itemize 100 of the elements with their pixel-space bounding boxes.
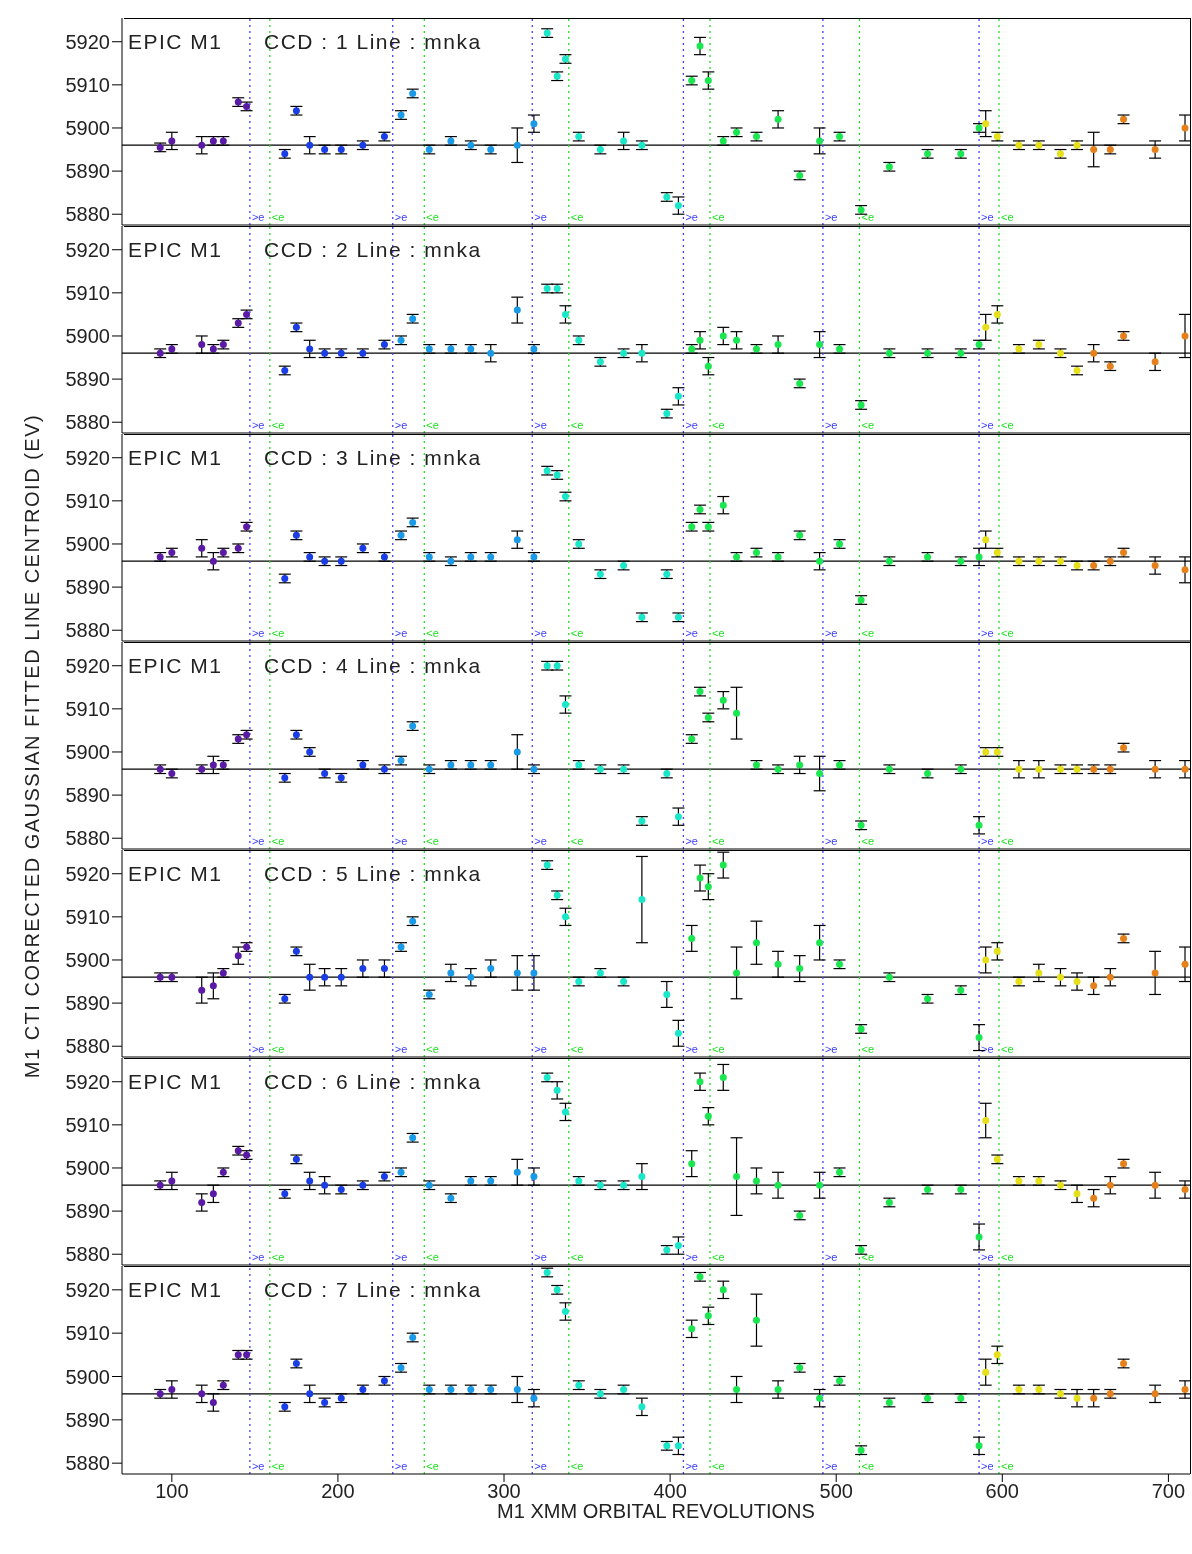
ref-line-label: <e xyxy=(570,211,584,223)
y-tick-label: 5900 xyxy=(65,533,110,556)
annotation: CCD : 1 Line : mnka xyxy=(264,30,482,54)
y-tick-label: 5880 xyxy=(65,1243,110,1266)
ref-line-label: >e xyxy=(824,419,838,431)
y-tick-label: 5920 xyxy=(65,446,110,469)
ref-line-label: <e xyxy=(426,627,439,639)
point xyxy=(168,1386,176,1393)
point xyxy=(198,341,206,349)
point xyxy=(638,1403,646,1411)
point xyxy=(704,362,712,370)
point xyxy=(774,115,782,123)
ref-line-label: <e xyxy=(861,1251,875,1263)
point xyxy=(719,696,727,704)
point xyxy=(982,1117,990,1125)
ref-line-label: <e xyxy=(861,419,875,431)
ref-line-label: <e xyxy=(426,1460,439,1472)
point xyxy=(447,969,455,977)
point xyxy=(638,349,646,357)
ref-line-label: <e xyxy=(1000,835,1014,847)
ref-line-label: >e xyxy=(534,835,547,847)
y-tick-label: 5900 xyxy=(65,1157,110,1180)
annotation: CCD : 4 Line : mnka xyxy=(264,654,482,678)
y-tick-label: 5900 xyxy=(65,325,110,348)
point xyxy=(1151,562,1159,570)
y-tick-label: 5880 xyxy=(65,411,110,434)
point xyxy=(1181,960,1189,968)
point xyxy=(168,1177,176,1185)
y-tick-label: 5910 xyxy=(65,905,110,928)
ref-line-label: >e xyxy=(534,211,547,223)
point xyxy=(513,306,521,314)
point xyxy=(1151,146,1159,154)
y-tick-label: 5890 xyxy=(65,160,110,183)
x-tick-label: 500 xyxy=(819,1480,853,1503)
point xyxy=(688,934,696,942)
ref-line-label: >e xyxy=(685,211,698,223)
point xyxy=(752,1316,760,1324)
point xyxy=(513,748,521,756)
ref-line-label: <e xyxy=(1000,1043,1014,1055)
point xyxy=(209,1190,217,1198)
y-tick-label: 5880 xyxy=(65,827,110,850)
point xyxy=(704,883,712,891)
ref-line-label: >e xyxy=(251,211,265,223)
point xyxy=(1090,982,1098,990)
y-tick-label: 5920 xyxy=(65,862,110,885)
point xyxy=(982,956,990,964)
point xyxy=(1151,1390,1159,1398)
point xyxy=(168,137,176,145)
ref-line-label: >e xyxy=(685,419,698,431)
point xyxy=(1015,765,1023,773)
ref-line-label: >e xyxy=(981,835,994,847)
point xyxy=(1073,978,1081,986)
ref-line-label: <e xyxy=(426,1043,439,1055)
ref-line-label: >e xyxy=(394,1043,408,1055)
y-tick-label: 5910 xyxy=(65,73,110,96)
ref-line-label: <e xyxy=(570,835,584,847)
ref-line-label: >e xyxy=(394,627,408,639)
point xyxy=(209,982,217,990)
point xyxy=(561,701,569,709)
ref-line-label: >e xyxy=(251,1043,265,1055)
ref-line-label: >e xyxy=(534,419,547,431)
y-tick-label: 5920 xyxy=(65,238,110,261)
point xyxy=(733,336,741,344)
y-tick-label: 5900 xyxy=(65,949,110,972)
ref-line-label: <e xyxy=(711,835,725,847)
point xyxy=(688,1325,696,1333)
point xyxy=(321,1181,329,1189)
point xyxy=(796,761,804,769)
ref-line-label: >e xyxy=(824,1043,838,1055)
ref-line-label: >e xyxy=(394,1251,408,1263)
ref-line-label: >e xyxy=(685,1460,698,1472)
ref-line-label: <e xyxy=(426,419,439,431)
point xyxy=(561,913,569,921)
point xyxy=(993,310,1001,318)
point xyxy=(1090,349,1098,357)
ref-line-label: >e xyxy=(251,627,265,639)
annotation: CCD : 7 Line : mnka xyxy=(264,1278,482,1302)
ref-line-label: >e xyxy=(981,419,994,431)
y-tick-label: 5910 xyxy=(65,1322,110,1345)
ref-line-label: >e xyxy=(824,627,838,639)
ref-line-label: <e xyxy=(1000,1251,1014,1263)
point xyxy=(198,1390,206,1398)
y-tick-label: 5880 xyxy=(65,1452,110,1475)
annotation: EPIC M1 xyxy=(128,1278,223,1302)
ref-line-label: >e xyxy=(394,1460,408,1472)
point xyxy=(561,1308,569,1315)
x-tick-label: 200 xyxy=(321,1480,355,1503)
x-axis-title: M1 XMM ORBITAL REVOLUTIONS xyxy=(497,1500,815,1523)
point xyxy=(1090,1394,1098,1402)
point xyxy=(719,1286,727,1294)
point xyxy=(306,141,314,149)
point xyxy=(530,969,538,977)
point xyxy=(198,141,206,149)
point xyxy=(306,345,314,353)
ref-line-label: <e xyxy=(271,419,285,431)
point xyxy=(1090,1194,1098,1202)
point xyxy=(1181,1386,1189,1393)
point xyxy=(674,1442,682,1450)
annotation: EPIC M1 xyxy=(128,654,223,678)
point xyxy=(982,120,990,128)
